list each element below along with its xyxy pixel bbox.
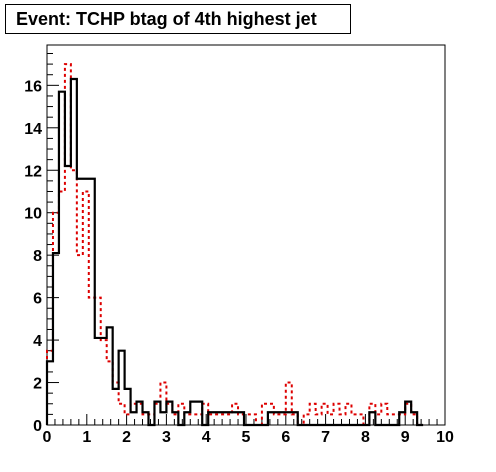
y-tick-label: 14 (24, 121, 42, 138)
histogram-bin (328, 414, 334, 425)
x-tick-label: 9 (401, 429, 410, 446)
histogram-step-line (45, 77, 424, 427)
x-tick-label: 7 (321, 429, 330, 446)
x-tick-label: 1 (82, 429, 91, 446)
x-tick-label: 4 (202, 429, 211, 446)
y-tick-label: 10 (24, 206, 42, 223)
histogram-bin (214, 414, 220, 425)
chart-title-box: Event: TCHP btag of 4th highest jet (5, 4, 351, 34)
histogram-series-solid (45, 77, 424, 427)
x-tick-label: 10 (436, 429, 454, 446)
histogram-bin (131, 412, 137, 425)
y-tick-label: 6 (33, 291, 42, 308)
y-tick-label: 12 (24, 163, 42, 180)
histogram-bin (280, 414, 286, 425)
histogram-bin (190, 414, 196, 425)
histogram-bin (274, 414, 280, 425)
y-tick-label: 16 (24, 78, 42, 95)
histogram-bin (226, 414, 232, 425)
x-axis: 0 1 2 3 4 5 6 7 8 9 10 (43, 414, 454, 446)
y-tick-label: 0 (33, 418, 42, 435)
histogram-bin (340, 414, 346, 425)
histogram-bin (65, 166, 71, 425)
y-tick-label: 8 (33, 248, 42, 265)
x-tick-label: 8 (361, 429, 370, 446)
y-tick-label: 4 (33, 333, 42, 350)
histogram-series (45, 63, 424, 427)
histogram-bin (160, 412, 166, 425)
x-tick-label: 5 (242, 429, 251, 446)
histogram-bin (316, 414, 322, 425)
histogram-series-dashed (46, 63, 424, 426)
y-tick-label: 2 (33, 376, 42, 393)
x-tick-label: 2 (122, 429, 131, 446)
histogram-bin (351, 414, 357, 425)
histogram-step-line (46, 63, 424, 426)
chart-title: Event: TCHP btag of 4th highest jet (16, 9, 317, 29)
histogram-bin (95, 338, 101, 425)
histogram-bin (83, 179, 89, 425)
x-tick-label: 6 (281, 429, 290, 446)
histogram-bin (220, 414, 226, 425)
y-axis: 0 2 4 6 8 10 12 14 16 (24, 52, 59, 435)
histogram-bin (387, 414, 393, 425)
histogram-bin (125, 414, 131, 425)
x-tick-label: 3 (162, 429, 171, 446)
x-tick-label: 0 (43, 429, 52, 446)
histogram-bin (77, 255, 83, 425)
plot-frame (46, 44, 446, 426)
